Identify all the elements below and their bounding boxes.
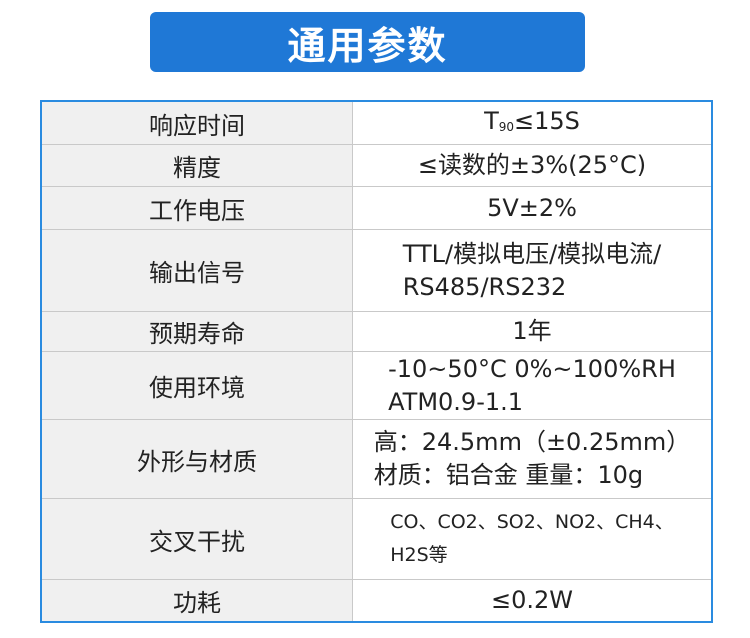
table-row: 使用环境 -10~50°C 0%~100%RH ATM0.9-1.1 — [42, 351, 711, 419]
value-line: 材质：铝合金 重量：10g — [373, 461, 644, 489]
row-value: TTL/模拟电压/模拟电流/RS485/RS232 — [353, 230, 711, 311]
value-block: TTL/模拟电压/模拟电流/RS485/RS232 — [403, 238, 662, 304]
table-row: 功耗 ≤0.2W — [42, 579, 711, 621]
value-line: CO、CO2、SO2、NO2、CH4、 — [390, 511, 674, 533]
spec-table: 响应时间 T90≤15S 精度 ≤读数的±3%(25°C) 工作电压 5V±2% 输出信号 T… — [40, 100, 713, 623]
value-text: ≤15S — [514, 106, 580, 135]
value-line: RS485/RS232 — [402, 272, 567, 301]
row-label: 外形与材质 — [42, 420, 353, 498]
table-row: 外形与材质 高：24.5mm（±0.25mm） 材质：铝合金 重量：10g — [42, 419, 711, 498]
value-line: 5V±2% — [487, 193, 577, 222]
value-block: 高：24.5mm（±0.25mm） 材质：铝合金 重量：10g — [374, 426, 691, 492]
banner-title: 通用参数 — [150, 12, 585, 72]
row-value: T90≤15S — [353, 102, 711, 144]
value-line: H2S等 — [390, 544, 448, 566]
table-row: 精度 ≤读数的±3%(25°C) — [42, 144, 711, 186]
row-value: -10~50°C 0%~100%RH ATM0.9-1.1 — [353, 352, 711, 419]
value-block: ≤读数的±3%(25°C) — [418, 149, 646, 182]
value-block: CO、CO2、SO2、NO2、CH4、 H2S等 — [390, 506, 674, 572]
row-value: CO、CO2、SO2、NO2、CH4、 H2S等 — [353, 499, 711, 579]
value-line: 1年 — [512, 317, 552, 345]
table-row: 工作电压 5V±2% — [42, 186, 711, 229]
row-label: 使用环境 — [42, 352, 353, 419]
value-subscript: 90 — [498, 119, 515, 134]
value-line: TTL/模拟电压/模拟电流/ — [402, 239, 662, 268]
table-row: 输出信号 TTL/模拟电压/模拟电流/RS485/RS232 — [42, 229, 711, 311]
value-block: 1年 — [512, 315, 551, 348]
row-label: 响应时间 — [42, 102, 353, 144]
row-value: ≤读数的±3%(25°C) — [353, 145, 711, 186]
value-line: -10~50°C 0%~100%RH — [388, 354, 676, 383]
row-value: 5V±2% — [353, 187, 711, 229]
row-label: 交叉干扰 — [42, 499, 353, 579]
value-block: ≤0.2W — [491, 584, 573, 617]
row-value: ≤0.2W — [353, 580, 711, 621]
value-line: ≤读数的±3%(25°C) — [417, 151, 647, 179]
row-label: 功耗 — [42, 580, 353, 621]
value-block: -10~50°C 0%~100%RH ATM0.9-1.1 — [388, 353, 676, 419]
row-label: 预期寿命 — [42, 312, 353, 351]
value-text: T — [484, 106, 499, 135]
value-block: T90≤15S — [484, 105, 580, 142]
table-row: 响应时间 T90≤15S — [42, 102, 711, 144]
row-label: 精度 — [42, 145, 353, 186]
table-row: 交叉干扰 CO、CO2、SO2、NO2、CH4、 H2S等 — [42, 498, 711, 579]
value-line: ≤0.2W — [490, 586, 573, 614]
table-row: 预期寿命 1年 — [42, 311, 711, 351]
row-label: 输出信号 — [42, 230, 353, 311]
value-line: 高：24.5mm（±0.25mm） — [373, 428, 691, 456]
value-line: T90≤15S — [484, 105, 580, 142]
value-block: 5V±2% — [487, 192, 577, 225]
row-label: 工作电压 — [42, 187, 353, 229]
row-value: 1年 — [353, 312, 711, 351]
value-line: ATM0.9-1.1 — [388, 387, 524, 416]
row-value: 高：24.5mm（±0.25mm） 材质：铝合金 重量：10g — [353, 420, 711, 498]
